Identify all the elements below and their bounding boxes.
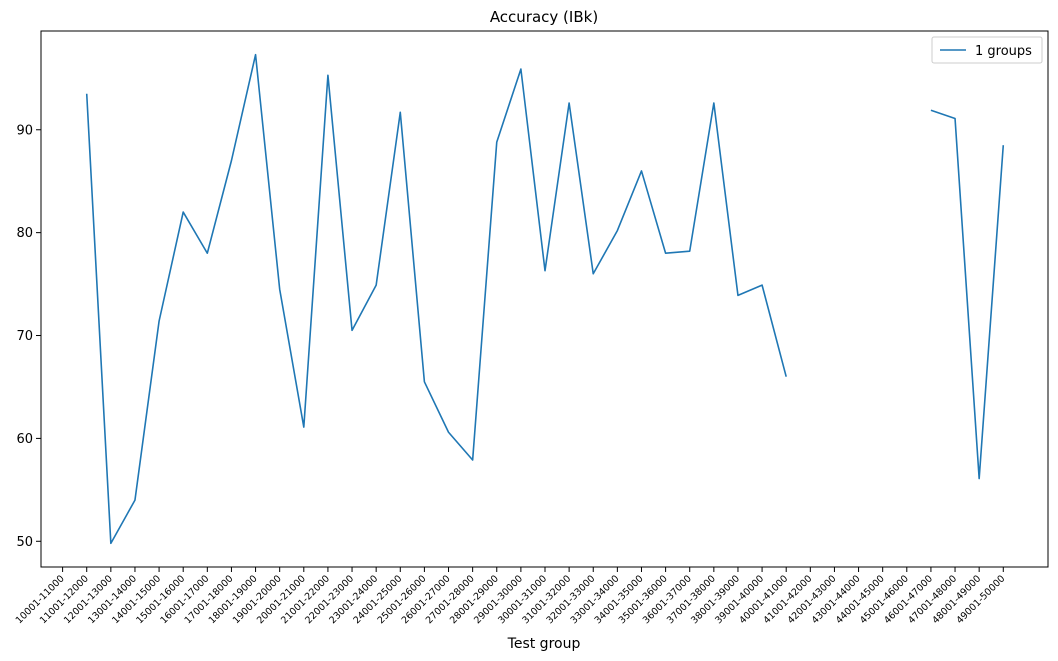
chart-title: Accuracy (IBk)	[490, 8, 598, 26]
y-axis: 50 60 70 80 90	[16, 123, 41, 550]
y-tick-label: 90	[16, 123, 33, 138]
x-axis-label: Test group	[507, 636, 581, 652]
y-tick-label: 50	[16, 535, 33, 550]
y-tick-label: 80	[16, 226, 33, 241]
legend-box	[931, 36, 1043, 64]
x-axis: 10001-1100011001-1200012001-1300013001-1…	[14, 567, 1007, 626]
legend-label: 1 groups	[975, 44, 1032, 59]
plot-area	[40, 30, 1049, 568]
y-tick-label: 70	[16, 329, 33, 344]
legend: 1 groups	[931, 36, 1043, 64]
series-line-0	[85, 53, 1005, 545]
series-lines	[85, 53, 1005, 545]
y-tick-label: 60	[16, 432, 33, 447]
